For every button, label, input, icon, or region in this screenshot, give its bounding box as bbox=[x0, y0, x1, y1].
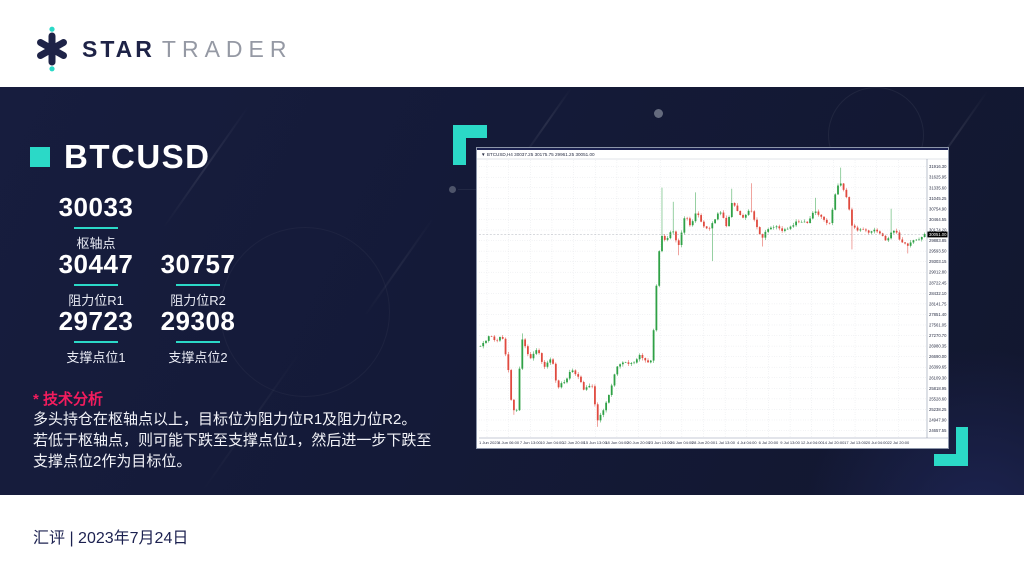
support2-label: 支撑点位2 bbox=[168, 350, 228, 365]
support2-value: 29308 bbox=[160, 306, 236, 336]
svg-text:20 Jul 04:00: 20 Jul 04:00 bbox=[866, 440, 889, 445]
analysis-line-3: 支撑点位2作为目标位。 bbox=[33, 453, 192, 470]
svg-text:30051.00: 30051.00 bbox=[929, 232, 947, 237]
svg-text:26109.30: 26109.30 bbox=[929, 375, 947, 380]
svg-text:28141.75: 28141.75 bbox=[929, 301, 947, 306]
svg-text:30174.20: 30174.20 bbox=[929, 228, 947, 233]
startrader-logo: STAR TRADER bbox=[34, 26, 292, 72]
svg-text:17 Jul 13:00: 17 Jul 13:00 bbox=[844, 440, 867, 445]
svg-text:4 Jul 04:00: 4 Jul 04:00 bbox=[737, 440, 757, 445]
symbol-header: BTCUSD bbox=[30, 138, 211, 176]
top-header-bar: STAR TRADER bbox=[0, 0, 1024, 87]
footer-date: 汇评 | 2023年7月24日 bbox=[33, 530, 189, 547]
decor-dot bbox=[449, 186, 456, 193]
resistance2-value: 30757 bbox=[160, 249, 236, 279]
candlestick-chart-svg: ▼ BTCUSD,H4 30037.25 30175.75 29961.25 3… bbox=[477, 148, 948, 448]
symbol-title: BTCUSD bbox=[64, 138, 211, 175]
logo-text-star: STAR bbox=[82, 35, 155, 62]
cyan-underline bbox=[176, 341, 220, 343]
svg-text:26980.35: 26980.35 bbox=[929, 344, 947, 349]
svg-text:28432.10: 28432.10 bbox=[929, 291, 947, 296]
resistance1-label: 阻力位R1 bbox=[68, 293, 124, 308]
price-chart: ▼ BTCUSD,H4 30037.25 30175.75 29961.25 3… bbox=[477, 148, 948, 448]
logo-text-trader: TRADER bbox=[161, 35, 293, 62]
svg-text:26690.00: 26690.00 bbox=[929, 354, 947, 359]
cyan-square-bullet bbox=[30, 147, 50, 167]
svg-text:28722.45: 28722.45 bbox=[929, 280, 947, 285]
svg-text:22 Jul 20:00: 22 Jul 20:00 bbox=[887, 440, 910, 445]
support2-block: 29308 支撑点位2 bbox=[135, 306, 261, 366]
pivot-value: 30033 bbox=[58, 192, 134, 222]
svg-text:4 Jun 06:00: 4 Jun 06:00 bbox=[498, 440, 520, 445]
cyan-corner-bracket-topleft bbox=[453, 125, 487, 165]
svg-text:20 Jun 20:00: 20 Jun 20:00 bbox=[627, 440, 651, 445]
svg-text:25238.25: 25238.25 bbox=[929, 407, 947, 412]
cyan-underline bbox=[74, 284, 118, 286]
support1-value: 29723 bbox=[58, 306, 134, 336]
decor-dot bbox=[654, 109, 663, 118]
svg-text:6 Jul 20:00: 6 Jul 20:00 bbox=[759, 440, 779, 445]
support1-block: 29723 支撑点位1 bbox=[33, 306, 159, 366]
svg-text:26 Jun 04:00: 26 Jun 04:00 bbox=[670, 440, 694, 445]
svg-text:31045.25: 31045.25 bbox=[929, 196, 947, 201]
svg-text:▼ BTCUSD,H4 30037.25 30175.75: ▼ BTCUSD,H4 30037.25 30175.75 29961.25 3… bbox=[481, 152, 595, 157]
svg-text:26399.65: 26399.65 bbox=[929, 365, 947, 370]
svg-text:31625.95: 31625.95 bbox=[929, 175, 947, 180]
analysis-heading: * 技术分析 bbox=[33, 391, 104, 408]
resistance2-block: 30757 阻力位R2 bbox=[135, 249, 261, 309]
svg-text:15 Jun 13:00: 15 Jun 13:00 bbox=[584, 440, 608, 445]
svg-text:14 Jul 20:00: 14 Jul 20:00 bbox=[823, 440, 846, 445]
resistance2-label: 阻力位R2 bbox=[170, 293, 226, 308]
pivot-block: 30033 枢轴点 bbox=[33, 192, 159, 252]
svg-text:25818.95: 25818.95 bbox=[929, 386, 947, 391]
svg-text:27851.40: 27851.40 bbox=[929, 312, 947, 317]
resistance1-block: 30447 阻力位R1 bbox=[33, 249, 159, 309]
svg-text:1 Jul 13:00: 1 Jul 13:00 bbox=[715, 440, 735, 445]
svg-text:12 Jun 20:00: 12 Jun 20:00 bbox=[562, 440, 586, 445]
support1-label: 支撑点位1 bbox=[66, 350, 126, 365]
svg-text:10 Jun 04:00: 10 Jun 04:00 bbox=[540, 440, 564, 445]
svg-text:31335.60: 31335.60 bbox=[929, 185, 947, 190]
svg-text:18 Jun 04:00: 18 Jun 04:00 bbox=[605, 440, 629, 445]
pivot-label: 枢轴点 bbox=[76, 236, 116, 251]
svg-text:29012.80: 29012.80 bbox=[929, 270, 947, 275]
resistance1-value: 30447 bbox=[58, 249, 134, 279]
svg-text:7 Jun 13:00: 7 Jun 13:00 bbox=[520, 440, 542, 445]
svg-text:24947.90: 24947.90 bbox=[929, 417, 947, 422]
svg-text:28 Jun 20:00: 28 Jun 20:00 bbox=[692, 440, 716, 445]
svg-text:31916.30: 31916.30 bbox=[929, 164, 947, 169]
svg-text:9 Jul 13:00: 9 Jul 13:00 bbox=[780, 440, 800, 445]
svg-text:12 Jul 04:00: 12 Jul 04:00 bbox=[801, 440, 824, 445]
cyan-underline bbox=[176, 284, 220, 286]
analysis-line-1: 多头持仓在枢轴点以上，目标位为阻力位R1及阻力位R2。 bbox=[33, 411, 417, 428]
star-asterisk-icon bbox=[37, 26, 67, 72]
svg-text:30464.55: 30464.55 bbox=[929, 217, 947, 222]
svg-text:23 Jun 13:00: 23 Jun 13:00 bbox=[649, 440, 673, 445]
cyan-underline bbox=[74, 341, 118, 343]
svg-text:25528.60: 25528.60 bbox=[929, 396, 947, 401]
analysis-paragraph: 多头持仓在枢轴点以上，目标位为阻力位R1及阻力位R2。 若低于枢轴点，则可能下跌… bbox=[33, 409, 463, 472]
svg-text:27270.70: 27270.70 bbox=[929, 333, 947, 338]
cyan-underline bbox=[74, 227, 118, 229]
svg-text:27561.05: 27561.05 bbox=[929, 322, 947, 327]
analysis-line-2: 若低于枢轴点，则可能下跌至支撑点位1，然后进一步下跌至 bbox=[33, 432, 432, 449]
svg-text:1 Jun 2023: 1 Jun 2023 bbox=[479, 440, 500, 445]
svg-text:29593.50: 29593.50 bbox=[929, 249, 947, 254]
svg-text:29883.85: 29883.85 bbox=[929, 238, 947, 243]
cyan-corner-bracket-bottomright bbox=[934, 427, 968, 466]
svg-text:29303.15: 29303.15 bbox=[929, 259, 947, 264]
svg-text:24657.55: 24657.55 bbox=[929, 428, 947, 433]
decor-ring bbox=[220, 227, 390, 397]
svg-text:30754.90: 30754.90 bbox=[929, 206, 947, 211]
